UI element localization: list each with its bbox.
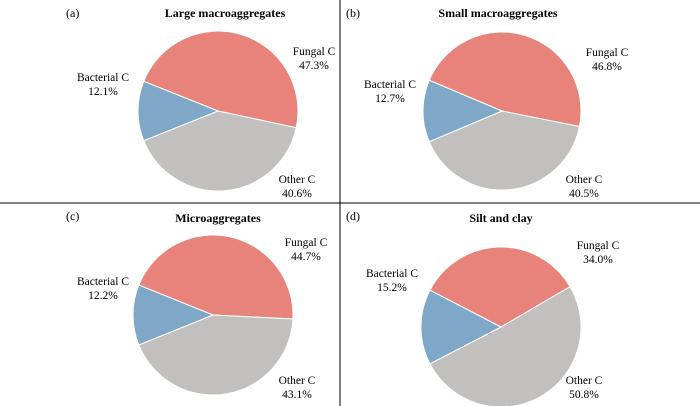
panel-c-other-slice xyxy=(138,314,294,396)
panel-b-bacterial-slice xyxy=(422,79,504,143)
panel-b-fungal-slice xyxy=(428,31,582,128)
panel-a-other-slice xyxy=(143,110,297,192)
panel-d-bacterial-value: 15.2% xyxy=(377,282,407,294)
panel-d-title: Silt and clay xyxy=(469,211,532,225)
panel-c-letter: (c) xyxy=(66,209,79,223)
panel-d-fungal-name: Fungal C xyxy=(577,240,620,252)
panel-d: (d) Silt and clay Fungal C 34.0% Other C… xyxy=(346,209,620,406)
panel-b-fungal-value: 46.8% xyxy=(592,61,622,73)
panel-c-pie xyxy=(132,234,294,396)
panel-c-fungal-slice xyxy=(138,234,294,320)
panel-b: (b) Small macroaggregates Fungal C 46.8%… xyxy=(346,6,629,200)
panel-b-title: Small macroaggregates xyxy=(438,6,558,20)
panel-a: (a) Large macroaggregates Fungal C 47.3%… xyxy=(66,6,336,200)
panel-b-other-name: Other C xyxy=(566,174,603,186)
panel-a-fungal-slice xyxy=(143,30,299,129)
panel-c-other-value: 43.1% xyxy=(282,389,312,401)
panel-a-fungal-name: Fungal C xyxy=(293,46,336,58)
panel-b-bacterial-value: 12.7% xyxy=(375,93,405,105)
panel-a-fungal-value: 47.3% xyxy=(299,60,329,72)
panel-b-pie xyxy=(422,31,582,191)
panel-d-pie xyxy=(420,246,582,406)
panel-d-fungal-value: 34.0% xyxy=(583,254,613,266)
panel-a-bacterial-name: Bacterial C xyxy=(77,72,129,84)
panel-a-other-value: 40.6% xyxy=(282,188,312,200)
panel-d-other-slice xyxy=(429,286,582,406)
panel-c-bacterial-name: Bacterial C xyxy=(77,276,129,288)
panel-a-title: Large macroaggregates xyxy=(165,6,286,20)
panel-a-letter: (a) xyxy=(66,6,79,20)
panel-d-letter: (d) xyxy=(346,209,360,223)
panel-a-bacterial-slice xyxy=(137,80,220,142)
panel-c-title: Microaggregates xyxy=(175,211,261,225)
panel-b-letter: (b) xyxy=(346,6,360,20)
panel-d-other-name: Other C xyxy=(566,375,603,387)
panel-c-fungal-name: Fungal C xyxy=(285,237,328,249)
panel-d-bacterial-slice xyxy=(420,289,503,365)
panel-a-pie xyxy=(137,30,299,192)
panel-b-other-value: 40.5% xyxy=(569,188,599,200)
panel-a-bacterial-value: 12.1% xyxy=(88,86,118,98)
panel-b-fungal-name: Fungal C xyxy=(586,47,629,59)
panel-c: (c) Microaggregates Fungal C 44.7% Other… xyxy=(66,209,328,401)
panel-d-other-value: 50.8% xyxy=(569,389,599,401)
panel-b-bacterial-name: Bacterial C xyxy=(364,79,416,91)
panel-b-other-slice xyxy=(428,110,581,191)
panel-c-other-name: Other C xyxy=(279,375,316,387)
panel-c-bacterial-slice xyxy=(132,284,215,346)
panel-c-fungal-value: 44.7% xyxy=(291,251,321,263)
panel-a-other-name: Other C xyxy=(279,174,316,186)
panel-c-bacterial-value: 12.2% xyxy=(88,290,118,302)
panel-d-bacterial-name: Bacterial C xyxy=(366,268,418,280)
